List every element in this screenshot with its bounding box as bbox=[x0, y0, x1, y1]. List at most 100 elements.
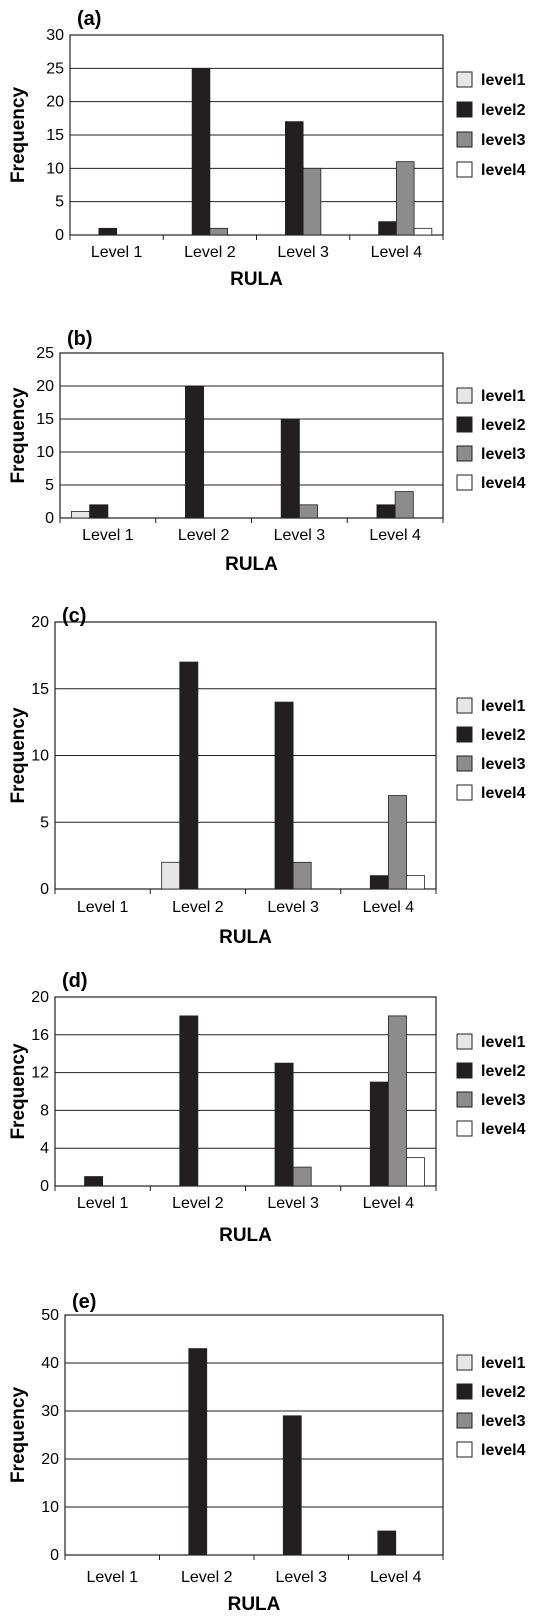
y-tick-label: 5 bbox=[55, 194, 64, 211]
y-tick-label: 15 bbox=[31, 681, 49, 698]
y-tick-label: 50 bbox=[41, 1307, 59, 1324]
x-axis-title: RULA bbox=[219, 927, 272, 948]
y-tick-label: 25 bbox=[36, 345, 54, 362]
bar-level2 bbox=[285, 121, 304, 236]
chart-panel-d: 0 4 8 12 16 20 Level 1 Level 2 Level 3 Level 4 (d)… bbox=[0, 965, 555, 1255]
legend-label-level4: level4 bbox=[481, 1442, 526, 1459]
legend-swatch-level3 bbox=[456, 1412, 473, 1429]
x-tick-label: Level 2 bbox=[184, 244, 236, 261]
bar-level3 bbox=[302, 167, 322, 236]
legend-swatch-level1 bbox=[456, 697, 473, 714]
panel-label: (b) bbox=[67, 328, 93, 350]
x-tick-label: Level 4 bbox=[369, 527, 421, 544]
bar-level2 bbox=[369, 1081, 389, 1187]
bar-level3 bbox=[387, 1015, 407, 1187]
bar-level2 bbox=[377, 1530, 397, 1556]
legend-swatch-level3 bbox=[456, 131, 473, 148]
y-tick-label: 0 bbox=[45, 510, 54, 527]
panel-label: (c) bbox=[62, 605, 86, 627]
legend-swatch-level2 bbox=[456, 416, 473, 433]
legend-swatch-level4 bbox=[456, 161, 473, 178]
legend-label-level3: level3 bbox=[481, 1413, 526, 1430]
y-tick-label: 10 bbox=[36, 444, 54, 461]
legend-label-level2: level2 bbox=[481, 1063, 526, 1080]
bar-level2 bbox=[185, 385, 205, 519]
legend-swatch-level4 bbox=[456, 1120, 473, 1137]
y-tick-label: 30 bbox=[46, 27, 64, 44]
bar-chart-e: 0 10 20 30 40 50 Level 1 Level 2 Level 3 Level 4 (… bbox=[8, 1291, 526, 1615]
legend-swatch-level3 bbox=[456, 445, 473, 462]
legend-swatch-level2 bbox=[456, 1062, 473, 1079]
bar-level1 bbox=[161, 861, 181, 890]
chart-panel-a: 0 5 10 15 20 25 30 Level 1 Level 2 Level 3 Level 4… bbox=[0, 0, 555, 310]
legend-label-level4: level4 bbox=[481, 785, 526, 802]
panel-label: (d) bbox=[62, 970, 88, 992]
y-tick-label: 20 bbox=[36, 378, 54, 395]
y-tick-label: 0 bbox=[40, 881, 49, 898]
legend-swatch-level3 bbox=[456, 755, 473, 772]
x-tick-label: Level 3 bbox=[274, 527, 326, 544]
y-tick-label: 16 bbox=[31, 1027, 49, 1044]
legend-label-level2: level2 bbox=[481, 102, 526, 119]
y-tick-label: 30 bbox=[41, 1403, 59, 1420]
chart-panel-c: 0 5 10 15 20 Level 1 Level 2 Level 3 Level 4 (c) F… bbox=[0, 600, 555, 960]
legend-label-level3: level3 bbox=[481, 132, 526, 149]
legend-label-level1: level1 bbox=[481, 72, 526, 89]
y-tick-label: 20 bbox=[46, 94, 64, 111]
bar-level2 bbox=[179, 661, 199, 890]
bar-level3 bbox=[395, 161, 415, 236]
y-axis-title: Frequency bbox=[8, 1043, 29, 1140]
x-tick-label: Level 1 bbox=[91, 244, 143, 261]
legend-label-level1: level1 bbox=[481, 1355, 526, 1372]
y-tick-label: 12 bbox=[31, 1065, 49, 1082]
x-axis-title: RULA bbox=[230, 269, 283, 290]
bar-chart-d: 0 4 8 12 16 20 Level 1 Level 2 Level 3 Level 4 (d)… bbox=[8, 970, 526, 1246]
bar-level3 bbox=[298, 504, 318, 519]
x-axis-title: RULA bbox=[219, 1225, 272, 1246]
legend-label-level2: level2 bbox=[481, 727, 526, 744]
bar-level2 bbox=[280, 418, 300, 519]
bar-level2 bbox=[369, 875, 389, 890]
plot-area bbox=[59, 352, 444, 519]
x-tick-label: Level 2 bbox=[172, 1195, 224, 1212]
x-tick-label: Level 1 bbox=[77, 1195, 129, 1212]
x-tick-label: Level 1 bbox=[86, 1569, 138, 1586]
legend-label-level4: level4 bbox=[481, 162, 526, 179]
y-tick-label: 10 bbox=[31, 748, 49, 765]
x-tick-label: Level 3 bbox=[275, 1569, 327, 1586]
y-tick-label: 10 bbox=[41, 1499, 59, 1516]
y-tick-label: 8 bbox=[40, 1102, 49, 1119]
legend-label-level3: level3 bbox=[481, 1092, 526, 1109]
legend-swatch-level2 bbox=[456, 726, 473, 743]
legend-label-level2: level2 bbox=[481, 417, 526, 434]
bar-chart-b: 0 5 10 15 20 25 Level 1 Level 2 Level 3 Level 4 (b… bbox=[8, 328, 526, 575]
y-tick-label: 20 bbox=[31, 614, 49, 631]
y-tick-label: 10 bbox=[46, 160, 64, 177]
legend-label-level4: level4 bbox=[481, 1121, 526, 1138]
legend-swatch-level4 bbox=[456, 474, 473, 491]
bar-level2 bbox=[188, 1348, 208, 1556]
x-tick-label: Level 1 bbox=[82, 527, 134, 544]
legend-swatch-level3 bbox=[456, 1091, 473, 1108]
bar-level2 bbox=[282, 1415, 302, 1556]
bar-chart-a: 0 5 10 15 20 25 30 Level 1 Level 2 Level 3 Level 4… bbox=[8, 8, 526, 290]
x-tick-label: Level 2 bbox=[178, 527, 230, 544]
y-tick-label: 0 bbox=[40, 1178, 49, 1195]
y-axis-title: Frequency bbox=[8, 707, 29, 804]
legend-label-level1: level1 bbox=[481, 388, 526, 405]
bar-level1 bbox=[71, 510, 91, 519]
x-tick-label: Level 4 bbox=[371, 244, 423, 261]
legend-label-level1: level1 bbox=[481, 1034, 526, 1051]
bar-level3 bbox=[209, 227, 228, 236]
bar-level2 bbox=[378, 221, 397, 236]
legend-label-level2: level2 bbox=[481, 1384, 526, 1401]
legend-label-level4: level4 bbox=[481, 475, 526, 492]
legend-swatch-level1 bbox=[456, 387, 473, 404]
x-tick-label: Level 2 bbox=[172, 899, 224, 916]
x-axis-title: RULA bbox=[225, 554, 278, 575]
x-axis-title: RULA bbox=[228, 1594, 281, 1615]
legend-label-level1: level1 bbox=[481, 698, 526, 715]
legend-swatch-level4 bbox=[456, 784, 473, 801]
y-tick-label: 0 bbox=[50, 1547, 59, 1564]
chart-panel-b: 0 5 10 15 20 25 Level 1 Level 2 Level 3 Level 4 (b… bbox=[0, 320, 555, 590]
